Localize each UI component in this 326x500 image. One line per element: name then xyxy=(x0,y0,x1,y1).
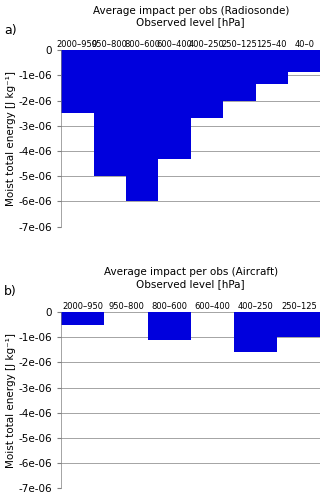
Bar xyxy=(191,50,223,118)
Y-axis label: Moist total energy [J kg⁻¹]: Moist total energy [J kg⁻¹] xyxy=(6,71,16,206)
Bar xyxy=(61,50,94,113)
Title: Average impact per obs (Aircraft)
Observed level [hPa]: Average impact per obs (Aircraft) Observ… xyxy=(104,268,278,289)
Bar xyxy=(234,312,277,352)
Bar xyxy=(61,312,104,324)
Bar xyxy=(158,50,191,158)
Bar xyxy=(148,312,191,340)
Bar xyxy=(126,50,158,202)
Bar xyxy=(288,50,320,72)
Bar xyxy=(256,50,288,84)
Bar xyxy=(277,312,320,337)
Y-axis label: Moist total energy [J kg⁻¹]: Moist total energy [J kg⁻¹] xyxy=(6,332,16,468)
Bar xyxy=(223,50,256,100)
Title: Average impact per obs (Radiosonde)
Observed level [hPa]: Average impact per obs (Radiosonde) Obse… xyxy=(93,6,289,27)
Text: b): b) xyxy=(4,286,17,298)
Text: a): a) xyxy=(4,24,17,36)
Bar xyxy=(94,50,126,176)
